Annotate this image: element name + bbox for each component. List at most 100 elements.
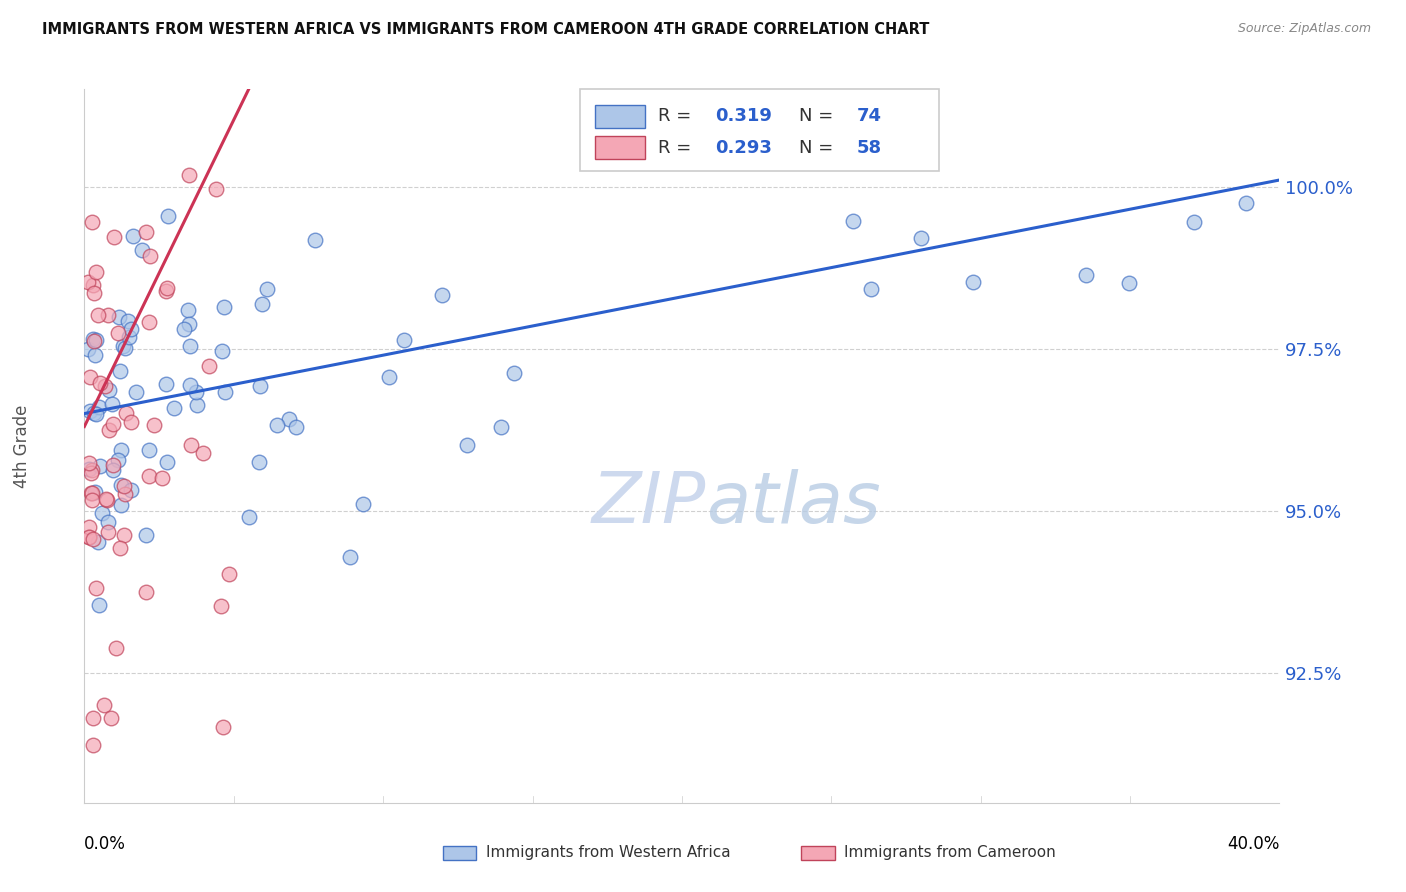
Point — [489, 420, 512, 434]
Point — [179, 339, 201, 353]
Point — [96, 492, 118, 507]
Point — [378, 370, 401, 384]
Point — [89, 376, 111, 390]
Point — [103, 458, 125, 473]
Text: R =: R = — [658, 139, 697, 157]
Point — [117, 314, 139, 328]
Point — [108, 364, 131, 378]
Point — [214, 385, 236, 400]
Text: 0.0%: 0.0% — [84, 835, 127, 854]
Point — [77, 530, 100, 544]
Point — [82, 485, 104, 500]
Point — [212, 721, 235, 735]
Text: 0.293: 0.293 — [716, 139, 772, 157]
Point — [93, 379, 115, 393]
Point — [112, 479, 135, 493]
Point — [115, 406, 138, 420]
Point — [84, 333, 107, 347]
Point — [91, 506, 114, 520]
Text: atlas: atlas — [706, 468, 880, 538]
Point — [110, 498, 132, 512]
Point — [120, 321, 142, 335]
Point — [108, 541, 131, 555]
Point — [82, 277, 104, 292]
Point — [107, 453, 129, 467]
Point — [80, 466, 103, 480]
Point — [135, 528, 157, 542]
Point — [87, 599, 110, 613]
Point — [120, 415, 142, 429]
Point — [80, 485, 103, 500]
Point — [131, 243, 153, 257]
Point — [184, 384, 207, 399]
Point — [138, 469, 160, 483]
Text: 0.319: 0.319 — [716, 107, 772, 125]
Point — [186, 398, 208, 412]
Point — [150, 471, 173, 485]
Point — [77, 520, 100, 534]
Point — [218, 567, 240, 582]
Point — [77, 342, 100, 356]
Point — [93, 698, 115, 712]
Point — [212, 300, 235, 314]
Point — [179, 378, 201, 392]
Point — [101, 397, 124, 411]
Point — [1234, 195, 1257, 210]
Point — [177, 168, 200, 182]
Point — [103, 230, 125, 244]
Text: 4th Grade: 4th Grade — [13, 404, 31, 488]
Point — [139, 249, 162, 263]
Point — [249, 379, 271, 393]
Text: IMMIGRANTS FROM WESTERN AFRICA VS IMMIGRANTS FROM CAMEROON 4TH GRADE CORRELATION: IMMIGRANTS FROM WESTERN AFRICA VS IMMIGR… — [42, 22, 929, 37]
Point — [191, 446, 214, 460]
FancyBboxPatch shape — [595, 105, 645, 128]
Point — [910, 231, 932, 245]
Point — [143, 417, 166, 432]
Point — [339, 550, 361, 565]
Point — [110, 442, 132, 457]
FancyBboxPatch shape — [595, 136, 645, 159]
Point — [114, 487, 136, 501]
Text: Source: ZipAtlas.com: Source: ZipAtlas.com — [1237, 22, 1371, 36]
Text: 58: 58 — [856, 139, 882, 157]
Point — [103, 463, 125, 477]
Point — [76, 275, 98, 289]
Point — [79, 403, 101, 417]
Point — [83, 406, 105, 420]
Point — [101, 417, 124, 431]
Point — [211, 344, 233, 359]
Point — [105, 640, 128, 655]
Point — [1074, 268, 1097, 282]
Point — [79, 370, 101, 384]
FancyBboxPatch shape — [443, 846, 477, 860]
Point — [110, 478, 132, 492]
FancyBboxPatch shape — [801, 846, 835, 860]
Point — [82, 493, 104, 508]
Point — [96, 491, 118, 506]
Point — [107, 326, 129, 340]
Point — [97, 308, 120, 322]
Point — [77, 530, 100, 544]
FancyBboxPatch shape — [581, 89, 939, 171]
Point — [138, 442, 160, 457]
Point — [177, 303, 200, 318]
Point — [83, 334, 105, 348]
Point — [503, 366, 526, 380]
Point — [122, 229, 145, 244]
Point — [277, 411, 299, 425]
Point — [209, 599, 232, 613]
Point — [97, 524, 120, 539]
Point — [84, 265, 107, 279]
Point — [156, 281, 179, 295]
Point — [84, 582, 107, 596]
Point — [352, 497, 374, 511]
Point — [284, 419, 307, 434]
Text: Immigrants from Western Africa: Immigrants from Western Africa — [486, 846, 731, 860]
Point — [157, 209, 180, 223]
Point — [266, 417, 288, 432]
Point — [962, 276, 984, 290]
Point — [112, 339, 135, 353]
Point — [114, 341, 136, 355]
Point — [456, 438, 478, 452]
Text: N =: N = — [799, 107, 839, 125]
